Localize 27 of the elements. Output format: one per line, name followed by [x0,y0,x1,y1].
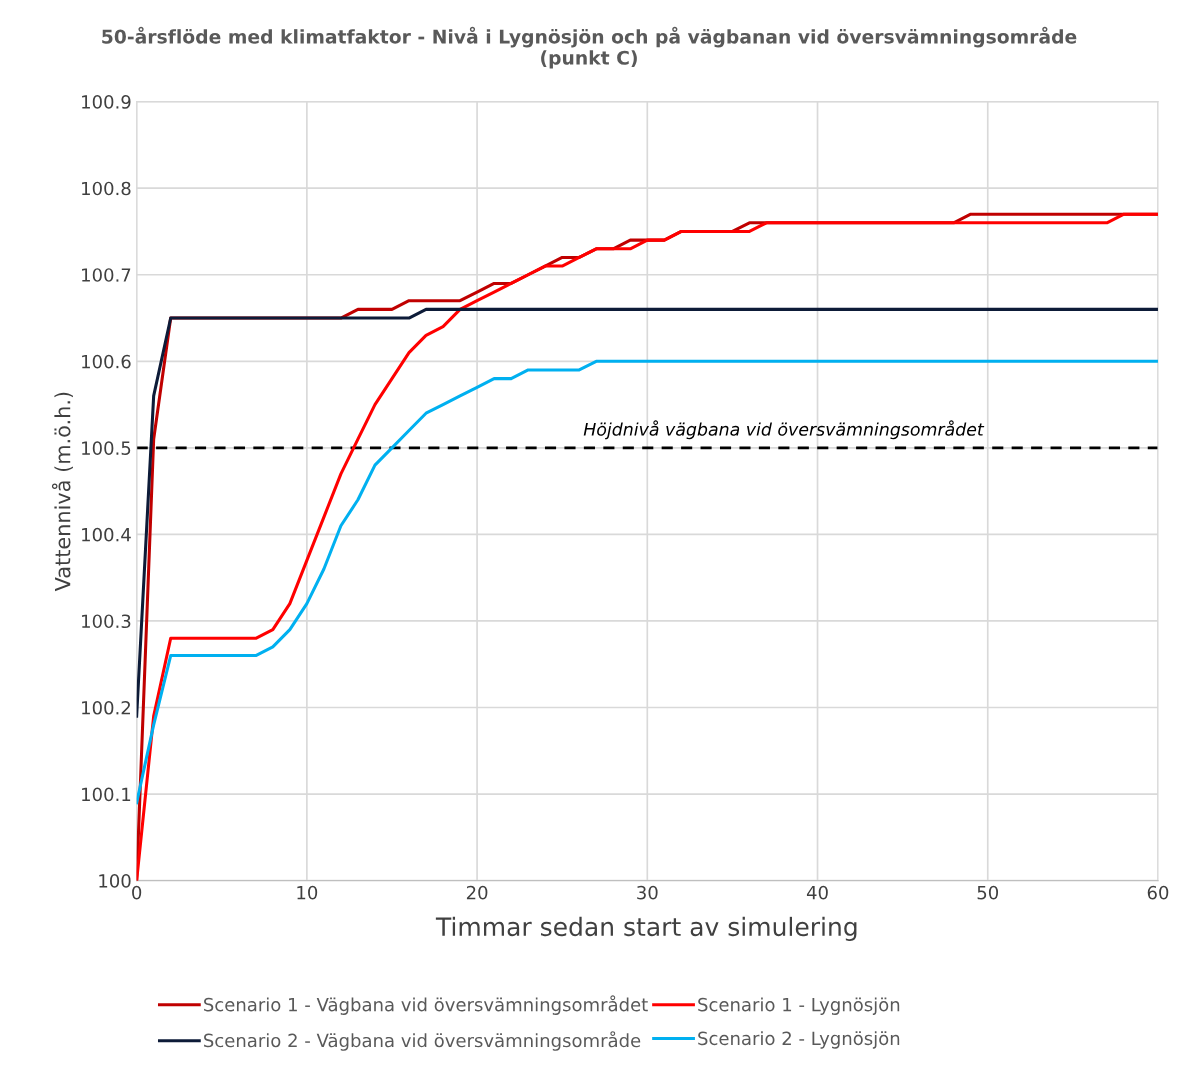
y-tick-label: 100 [99,874,131,888]
y-tick-label: 100.3 [82,614,131,629]
y-tick-label: 100.4 [82,527,131,542]
chart-title: 50-årsflöde med klimatfaktor - Nivå i Lygnösjön och på vägbanan vid översvämningsområde (punkt C) [102,26,1077,69]
x-tick-label: 0 [132,885,142,900]
x-tick-label: 50 [977,885,999,900]
line-series [136,307,1158,718]
y-tick-label: 100.6 [82,354,131,369]
x-tick-label: 60 [1147,885,1169,900]
y-tick-label: 100.2 [82,700,130,715]
legend-label: Scenario 2 - Lygnösjön [698,1031,900,1049]
x-axis-title: Timmar sedan start av simulering [435,916,857,942]
x-tick-label: 40 [806,885,828,900]
y-tick-label: 100.5 [82,441,131,455]
y-tick-label: 100.7 [82,268,131,282]
x-tick-label: 30 [637,885,658,900]
line-series [136,359,1158,805]
y-axis-title: Vattennivå (m.ö.h.) [51,392,73,592]
legend-label: Scenario 1 - Lygnösjön [698,997,900,1015]
y-tick-label: 100.1 [82,787,131,802]
x-tick-label: 10 [297,885,318,900]
legend-label: Scenario 2 - Vägbana vid översvämningsområde [204,1031,641,1051]
y-tick-label: 100.9 [82,95,131,109]
ref-line-label: Höjdnivå vägbana vid översvämningsområdet [583,420,985,440]
legend-label: Scenario 1 - Vägbana vid översvämningsområdet [204,995,648,1015]
y-tick-label: 100.8 [82,181,131,196]
x-tick-label: 20 [466,885,488,900]
